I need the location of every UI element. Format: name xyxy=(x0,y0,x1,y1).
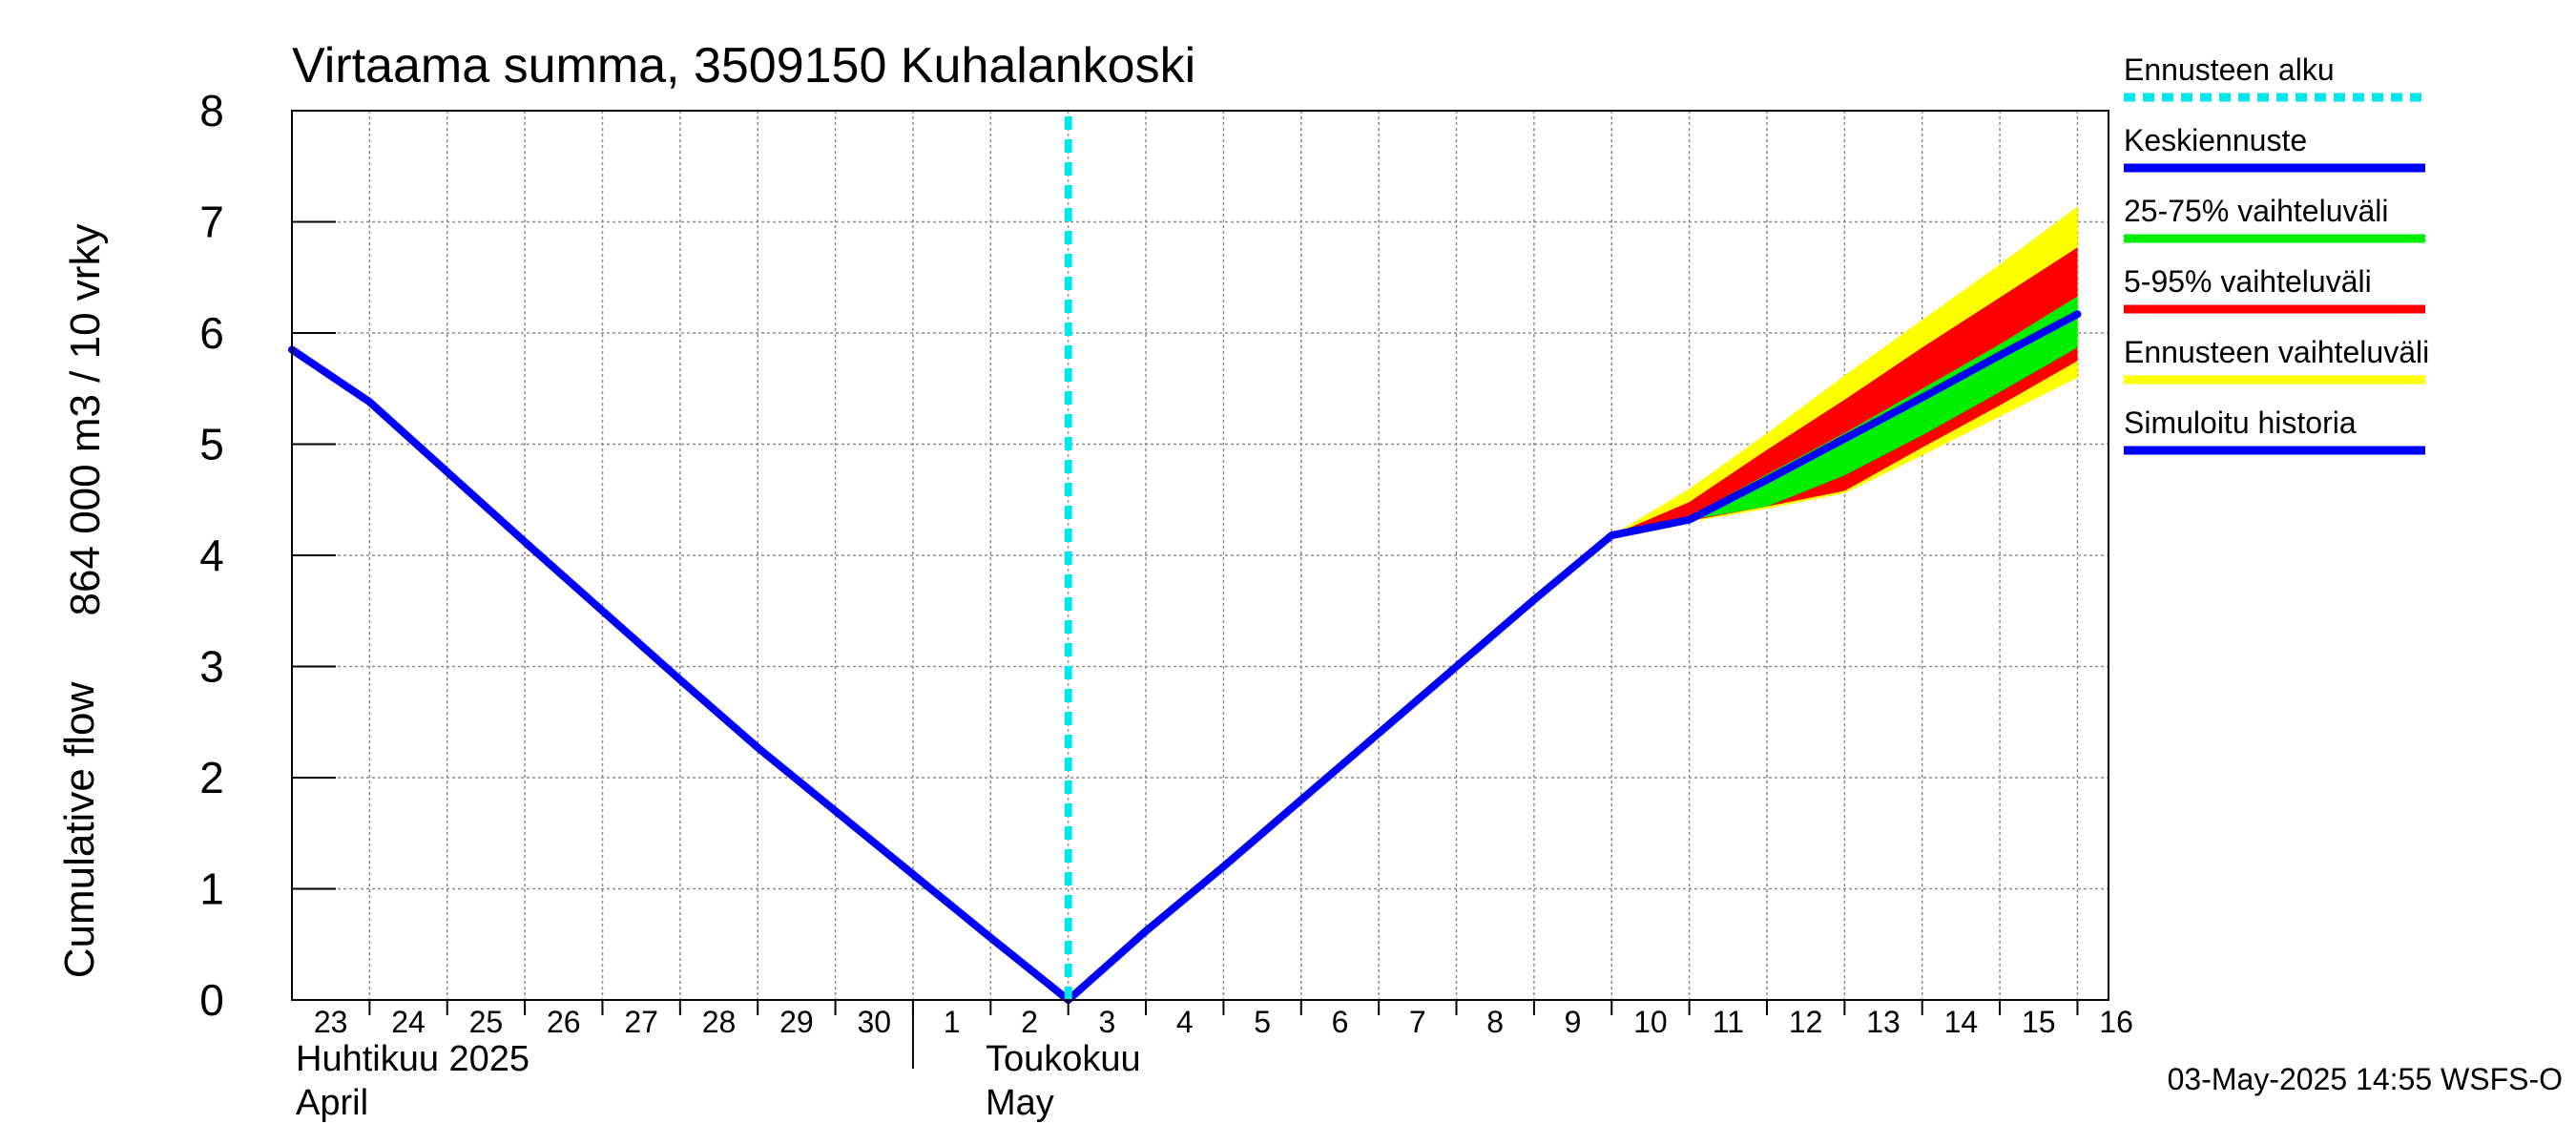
x-tick-label: 27 xyxy=(624,1005,658,1039)
month-label-fi: Huhtikuu 2025 xyxy=(296,1039,530,1079)
x-tick-label: 4 xyxy=(1176,1005,1194,1039)
x-tick-label: 14 xyxy=(1944,1005,1979,1039)
x-tick-label: 2 xyxy=(1021,1005,1038,1039)
x-tick-label: 29 xyxy=(779,1005,814,1039)
timestamp-label: 03-May-2025 14:55 WSFS-O xyxy=(2168,1062,2563,1096)
legend-label: Ennusteen vaihteluväli xyxy=(2124,335,2429,369)
y-tick-label: 7 xyxy=(199,198,224,247)
month-label-fi: Toukokuu xyxy=(986,1039,1141,1079)
plot-frame xyxy=(291,110,2109,1001)
y-tick-label: 4 xyxy=(199,531,224,580)
legend-label: 25-75% vaihteluväli xyxy=(2124,194,2389,228)
x-tick-label: 24 xyxy=(391,1005,426,1039)
x-tick-label: 9 xyxy=(1565,1005,1582,1039)
legend: Ennusteen alku Keskiennuste 25-75% vaihtel… xyxy=(2124,52,2429,455)
legend-label: Simuloitu historia xyxy=(2124,406,2357,440)
y-axis-ticks: 0 1 2 3 4 5 6 7 8 xyxy=(199,86,336,1025)
x-axis-ticks: 23 24 25 26 27 28 29 30 1 2 3 4 5 6 7 8 9 10 11 12 13 14 15 16 xyxy=(314,1000,2133,1039)
legend-label: 5-95% vaihteluväli xyxy=(2124,264,2372,299)
chart-title: Virtaama summa, 3509150 Kuhalankoski xyxy=(292,38,1195,94)
x-tick-label: 30 xyxy=(857,1005,891,1039)
x-tick-label: 3 xyxy=(1098,1005,1115,1039)
series-lines xyxy=(288,310,2082,1004)
y-tick-label: 3 xyxy=(199,642,224,692)
x-tick-label: 26 xyxy=(547,1005,581,1039)
x-tick-label: 1 xyxy=(944,1005,961,1039)
y-tick-label: 0 xyxy=(199,975,224,1025)
x-tick-label: 5 xyxy=(1254,1005,1271,1039)
legend-label: Ennusteen alku xyxy=(2124,52,2335,87)
x-tick-label: 8 xyxy=(1486,1005,1504,1039)
series-line-keskiennuste xyxy=(1064,310,2082,1004)
y-axis-label-units: 864 000 m3 / 10 vrky xyxy=(62,224,109,616)
series-line-simuloitu-historia xyxy=(288,345,1072,1004)
y-tick-label: 2 xyxy=(199,753,224,802)
y-tick-label: 1 xyxy=(199,864,224,914)
x-tick-label: 11 xyxy=(1713,1005,1744,1039)
x-tick-label: 15 xyxy=(2022,1005,2056,1039)
grid-lines xyxy=(292,111,2109,1000)
month-label-en: May xyxy=(986,1083,1054,1123)
x-tick-label: 13 xyxy=(1866,1005,1901,1039)
y-tick-label: 6 xyxy=(199,308,224,358)
x-tick-label: 10 xyxy=(1633,1005,1668,1039)
y-tick-label: 5 xyxy=(199,420,224,469)
x-tick-label: 28 xyxy=(702,1005,737,1039)
x-tick-label: 12 xyxy=(1789,1005,1823,1039)
forecast-bands xyxy=(1611,206,2078,536)
y-tick-label: 8 xyxy=(199,86,224,135)
x-tick-label: 25 xyxy=(469,1005,504,1039)
x-tick-label: 23 xyxy=(314,1005,348,1039)
x-tick-label: 7 xyxy=(1409,1005,1426,1039)
month-label-en: April xyxy=(296,1083,368,1123)
legend-label: Keskiennuste xyxy=(2124,123,2307,157)
y-axis-label-title: Cumulative flow xyxy=(56,682,103,979)
x-tick-label: 16 xyxy=(2099,1005,2133,1039)
x-tick-label: 6 xyxy=(1332,1005,1349,1039)
